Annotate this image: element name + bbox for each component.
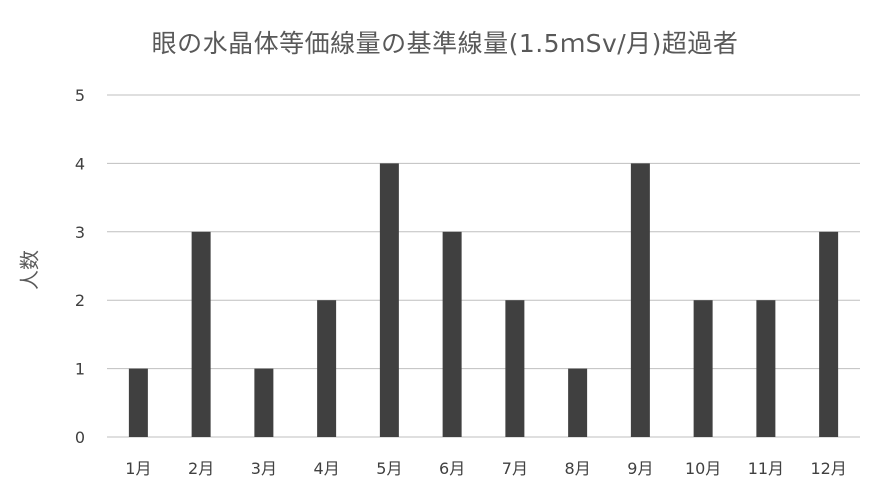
x-tick-label: 10月 <box>685 459 721 478</box>
x-tick-label: 1月 <box>125 459 151 478</box>
x-tick-label: 2月 <box>188 459 214 478</box>
bar-11 <box>756 300 776 437</box>
bar-12 <box>819 231 839 437</box>
x-tick-label: 9月 <box>627 459 653 478</box>
x-tick-label: 11月 <box>748 459 784 478</box>
y-tick-label: 3 <box>75 223 85 242</box>
x-tick-label: 6月 <box>439 459 465 478</box>
y-tick-label: 2 <box>75 291 85 310</box>
bar-1 <box>128 368 148 437</box>
bar-2 <box>191 231 211 437</box>
y-tick-label: 0 <box>75 428 85 447</box>
x-tick-label: 5月 <box>376 459 402 478</box>
x-tick-label: 3月 <box>251 459 277 478</box>
x-tick-label: 7月 <box>502 459 528 478</box>
bar-5 <box>379 163 399 437</box>
bar-10 <box>693 300 713 437</box>
x-tick-label: 8月 <box>565 459 591 478</box>
y-tick-label: 1 <box>75 360 85 379</box>
bar-9 <box>630 163 650 437</box>
y-tick-label: 4 <box>75 154 85 173</box>
bar-4 <box>317 300 337 437</box>
chart-title: 眼の水晶体等価線量の基準線量(1.5ｍSv/月)超過者 <box>151 29 739 58</box>
bar-6 <box>442 231 462 437</box>
bar-8 <box>568 368 588 437</box>
bar-7 <box>505 300 525 437</box>
x-tick-label: 12月 <box>810 459 846 478</box>
bar-3 <box>254 368 274 437</box>
y-tick-label: 5 <box>75 86 85 105</box>
x-tick-label: 4月 <box>314 459 340 478</box>
